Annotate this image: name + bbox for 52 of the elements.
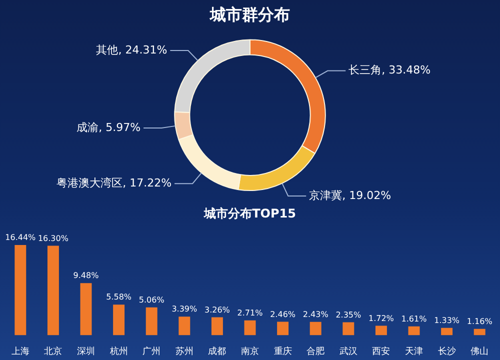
bar [211,317,223,336]
data-label: 2.43% [302,310,329,319]
data-label: 2.71% [237,308,264,318]
slice-label: 成渝, 5.97% [76,120,141,134]
x-tick-label: 广州 [142,346,161,357]
bar [146,307,158,336]
x-tick-label: 武汉 [339,346,358,357]
bar [113,304,125,336]
x-tick-label: 合肥 [306,346,325,357]
x-tick-label: 重庆 [274,346,292,357]
chart-title: 城市分布TOP15 [203,206,296,220]
x-tick-label: 成都 [208,346,226,357]
x-tick-label: 天津 [405,346,423,357]
bar [80,283,92,336]
x-tick-label: 佛山 [470,346,489,357]
x-tick-label: 杭州 [108,346,128,357]
data-label: 3.39% [172,304,198,314]
bar [310,322,322,336]
slice-label: 其他, 24.31% [96,43,168,56]
bar [441,328,453,336]
data-label: 2.46% [270,310,296,319]
data-label: 3.26% [204,305,230,314]
bar [474,328,486,336]
slice-label: 粤港澳大湾区, 17.22% [56,176,172,190]
bar [178,316,190,336]
x-tick-label: 上海 [11,346,30,357]
bar [342,322,354,336]
chart-title: 城市群分布 [209,4,290,24]
bar [408,326,420,336]
x-tick-label: 苏州 [175,346,194,357]
x-tick-label: 深圳 [77,346,95,357]
data-label: 5.06% [138,296,165,304]
data-label: 2.35% [336,310,362,320]
data-label: 16.44% [5,233,36,242]
bar [14,244,26,336]
data-label: 5.58% [106,292,132,302]
slice-label: 京津冀, 19.02% [309,188,392,202]
bar [47,246,59,336]
slice-label: 长三角, 33.48% [348,64,431,77]
bar [244,320,256,336]
data-label: 1.33% [434,316,460,325]
data-label: 16.30% [38,234,69,243]
x-tick-label: 北京 [44,346,62,357]
data-label: 1.72% [368,314,394,323]
data-label: 1.16% [466,316,493,326]
bar [375,326,387,336]
x-tick-label: 西安 [372,346,390,357]
data-label: 9.48% [73,271,100,280]
bar [277,322,289,336]
data-label: 1.61% [401,314,428,324]
x-tick-label: 长沙 [438,346,456,357]
x-tick-label: 南京 [241,346,259,357]
